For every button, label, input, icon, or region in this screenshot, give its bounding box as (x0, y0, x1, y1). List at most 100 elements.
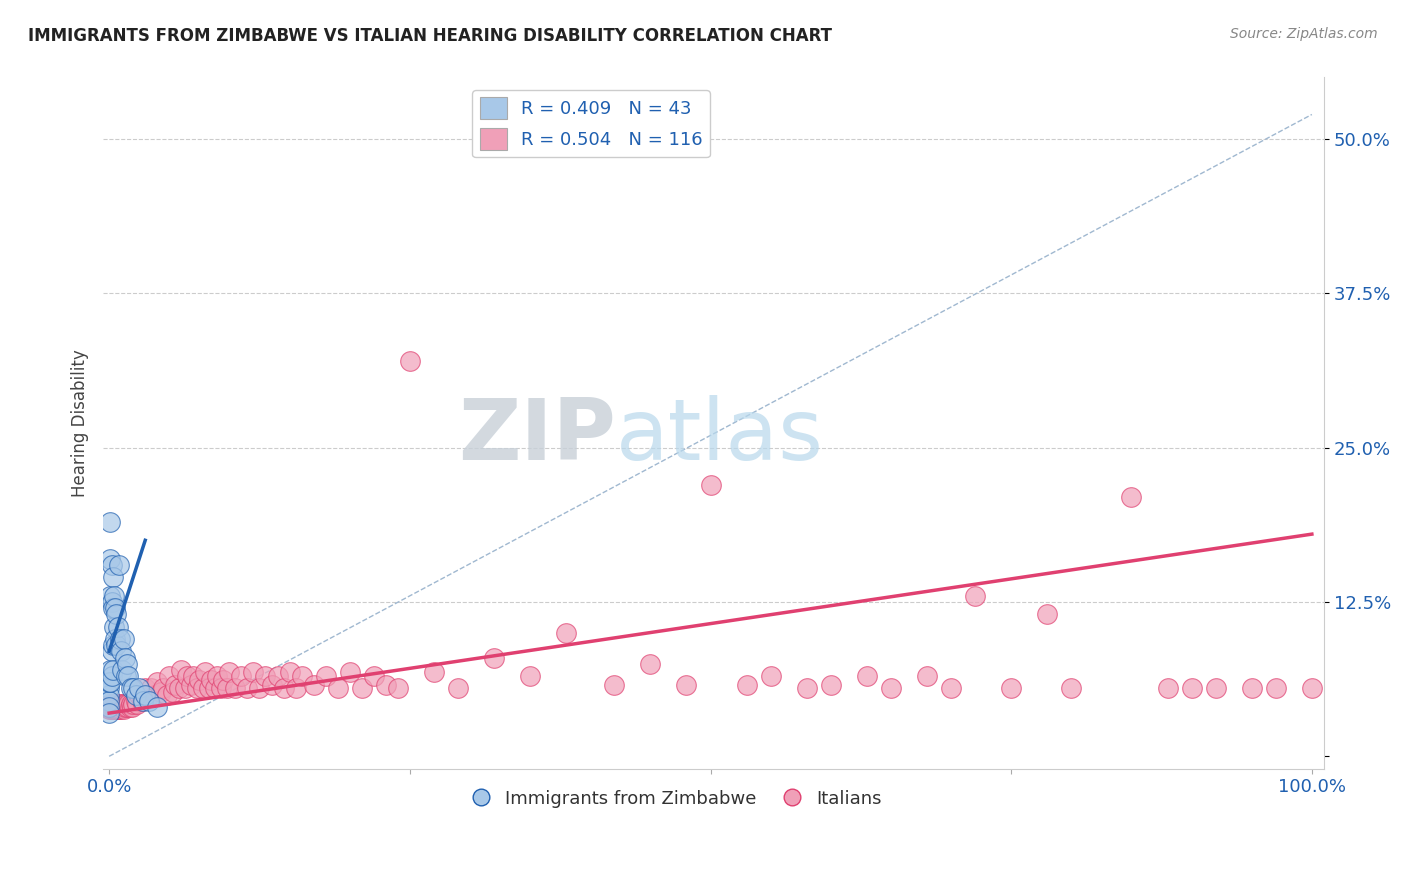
Point (965, 589, 987, 603)
Point (302, 678, 325, 692)
Point (157, 669, 180, 683)
Point (101, 698, 124, 712)
Point (165, 678, 187, 692)
Point (122, 681, 145, 696)
Point (339, 665, 361, 680)
Point (1181, 681, 1204, 696)
Point (98, 589, 121, 603)
Point (204, 681, 226, 696)
Point (143, 688, 166, 702)
Point (104, 700, 127, 714)
Point (98, 663, 121, 677)
Point (98, 551, 121, 566)
Point (167, 681, 190, 696)
Point (101, 601, 124, 615)
Y-axis label: Hearing Disability: Hearing Disability (72, 349, 89, 497)
Point (1000, 681, 1022, 696)
Point (273, 681, 295, 696)
Point (1036, 607, 1059, 622)
Point (108, 632, 131, 646)
Point (555, 625, 578, 640)
Point (107, 700, 129, 714)
Point (1060, 681, 1083, 696)
Point (124, 694, 146, 708)
Point (146, 675, 169, 690)
Point (132, 694, 155, 708)
Text: ZIP: ZIP (458, 395, 616, 478)
Point (103, 702, 125, 716)
Point (236, 681, 259, 696)
Point (98, 515, 121, 529)
Point (114, 700, 136, 714)
Point (231, 669, 253, 683)
Point (100, 558, 122, 572)
Point (350, 681, 373, 696)
Point (117, 669, 139, 683)
Point (125, 698, 148, 712)
Point (98, 700, 121, 714)
Point (110, 702, 132, 716)
Point (98, 702, 121, 716)
Point (105, 607, 128, 622)
Point (423, 665, 446, 680)
Point (603, 678, 626, 692)
Point (290, 669, 312, 683)
Point (103, 589, 125, 603)
Point (98, 694, 121, 708)
Point (699, 477, 721, 491)
Point (266, 669, 288, 683)
Point (141, 681, 163, 696)
Point (176, 669, 198, 683)
Point (180, 678, 202, 692)
Text: IMMIGRANTS FROM ZIMBABWE VS ITALIAN HEARING DISABILITY CORRELATION CHART: IMMIGRANTS FROM ZIMBABWE VS ITALIAN HEAR… (28, 27, 832, 45)
Point (101, 702, 124, 716)
Point (107, 702, 129, 716)
Point (112, 698, 135, 712)
Point (100, 644, 122, 658)
Point (115, 700, 138, 714)
Point (254, 669, 277, 683)
Point (114, 650, 136, 665)
Point (103, 698, 125, 712)
Point (105, 638, 128, 652)
Point (315, 669, 337, 683)
Point (115, 669, 138, 683)
Point (98, 681, 121, 696)
Point (170, 663, 193, 677)
Point (363, 669, 385, 683)
Point (98, 702, 121, 716)
Point (880, 681, 903, 696)
Point (115, 657, 138, 671)
Point (131, 694, 153, 708)
Point (194, 665, 217, 680)
Point (207, 669, 229, 683)
Point (121, 700, 143, 714)
Point (820, 678, 842, 692)
Point (98, 698, 121, 712)
Legend: Immigrants from Zimbabwe, Italians: Immigrants from Zimbabwe, Italians (465, 782, 889, 815)
Point (107, 558, 129, 572)
Point (856, 669, 879, 683)
Point (101, 638, 124, 652)
Point (103, 620, 125, 634)
Point (98, 675, 121, 690)
Point (174, 681, 197, 696)
Point (111, 663, 134, 677)
Point (796, 681, 818, 696)
Point (1156, 681, 1178, 696)
Point (100, 698, 122, 712)
Point (98, 688, 121, 702)
Point (112, 702, 135, 716)
Point (759, 669, 782, 683)
Point (124, 688, 146, 702)
Point (128, 681, 150, 696)
Point (152, 681, 174, 696)
Point (120, 681, 142, 696)
Point (284, 681, 307, 696)
Point (98, 675, 121, 690)
Point (100, 595, 122, 609)
Point (939, 681, 962, 696)
Point (146, 700, 169, 714)
Point (326, 681, 349, 696)
Point (186, 681, 208, 696)
